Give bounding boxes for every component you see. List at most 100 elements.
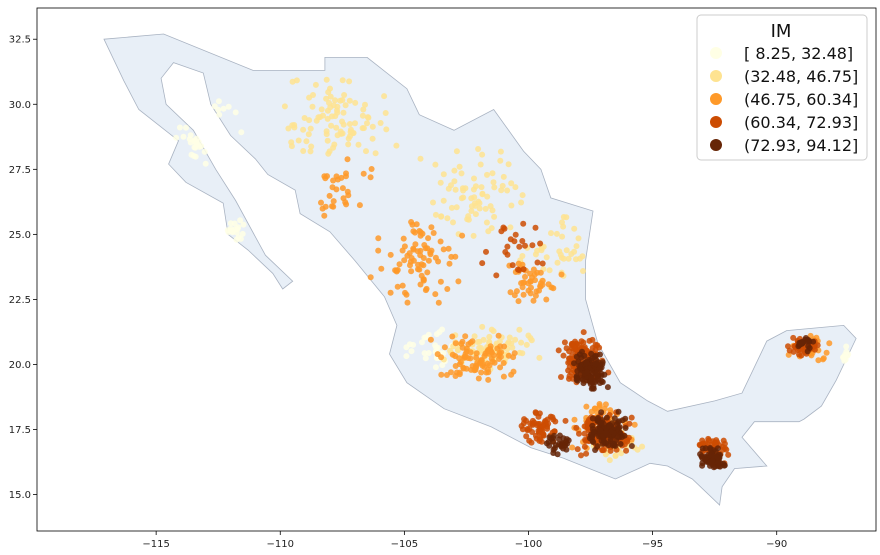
y-tick-label: 22.5: [9, 295, 31, 306]
map-point: [597, 420, 604, 426]
map-point: [563, 247, 570, 254]
map-point: [387, 289, 394, 296]
map-point: [339, 185, 346, 192]
map-point: [484, 193, 491, 200]
map-point: [324, 173, 330, 180]
map-point: [340, 109, 347, 116]
map-point: [532, 224, 539, 231]
legend-label: (60.34, 72.93]: [744, 113, 858, 132]
map-point: [456, 163, 463, 170]
map-point: [239, 230, 246, 237]
map-point: [479, 323, 486, 330]
map-point: [470, 232, 477, 239]
map-point: [365, 114, 372, 121]
map-point: [611, 415, 618, 422]
map-point: [523, 433, 530, 440]
map-point: [599, 447, 606, 454]
map-point: [537, 240, 544, 247]
map-point: [432, 364, 439, 371]
map-point: [554, 259, 561, 266]
map-point: [425, 235, 432, 242]
map-point: [410, 228, 417, 235]
map-point: [202, 160, 209, 167]
map-point: [520, 220, 527, 227]
map-point: [232, 109, 239, 116]
map-point: [561, 339, 568, 346]
map-point: [381, 93, 388, 100]
map-point: [500, 373, 507, 380]
map-point: [705, 435, 712, 442]
map-point: [427, 336, 434, 343]
x-tick-label: −100: [515, 539, 542, 550]
map-point: [562, 442, 569, 449]
legend-swatch: [710, 139, 722, 151]
map-point: [449, 333, 456, 340]
map-point: [432, 291, 439, 298]
map-point: [329, 113, 335, 120]
map-point: [628, 414, 635, 421]
map-point: [565, 367, 572, 374]
map-point: [459, 232, 466, 239]
map-point: [417, 232, 424, 239]
map-point: [520, 266, 527, 273]
map-point: [719, 443, 726, 450]
map-point: [433, 344, 440, 351]
map-point: [790, 334, 797, 341]
map-point: [341, 92, 348, 98]
map-point: [367, 174, 374, 181]
map-point: [339, 118, 345, 125]
map-point: [406, 250, 413, 257]
map-point: [560, 214, 567, 220]
map-point: [476, 205, 483, 212]
map-point: [382, 110, 389, 116]
map-point: [494, 345, 501, 352]
map-point: [710, 438, 717, 445]
map-point: [440, 171, 447, 178]
map-point: [383, 126, 390, 133]
map-point: [485, 376, 492, 383]
map-point: [453, 204, 460, 211]
map-point: [471, 333, 478, 340]
map-point: [516, 326, 523, 333]
map-point: [462, 354, 469, 360]
map-point: [524, 426, 531, 432]
map-point: [615, 408, 622, 415]
map-point: [566, 373, 573, 380]
map-point: [456, 361, 463, 368]
map-point: [571, 225, 578, 232]
map-point: [454, 346, 461, 353]
map-point: [493, 272, 500, 279]
x-tick-label: −115: [142, 539, 169, 550]
map-point: [512, 184, 519, 191]
map-point: [369, 135, 376, 142]
map-point: [403, 353, 410, 360]
map-point: [626, 420, 633, 427]
map-point: [325, 150, 332, 157]
map-point: [522, 242, 528, 249]
map-point: [474, 339, 481, 345]
map-point: [310, 92, 316, 98]
map-point: [452, 373, 459, 379]
map-point: [432, 211, 439, 218]
map-point: [333, 186, 340, 193]
map-point: [369, 123, 376, 130]
map-point: [583, 360, 590, 366]
map-point: [453, 148, 460, 155]
map-point: [506, 334, 513, 341]
map-point: [543, 296, 550, 303]
map-point: [462, 185, 469, 192]
map-point: [463, 345, 470, 352]
map-point: [802, 335, 809, 341]
map-point: [455, 278, 462, 285]
map-point: [516, 349, 523, 356]
map-point: [811, 346, 818, 353]
map-point: [330, 203, 337, 210]
axes-frame: [36, 7, 877, 532]
map-point: [614, 433, 621, 440]
y-tick-label: 30.0: [9, 100, 31, 111]
map-point: [548, 230, 554, 237]
map-point: [580, 339, 587, 346]
map-point: [714, 445, 721, 452]
map-point: [478, 369, 485, 376]
legend-swatch: [710, 47, 722, 59]
